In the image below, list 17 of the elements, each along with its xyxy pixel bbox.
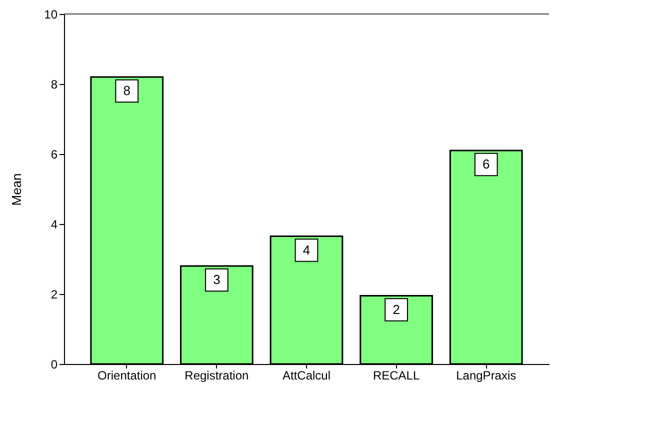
data-label: 8 [123, 83, 130, 98]
x-tick-label: LangPraxis [456, 368, 516, 382]
x-tick-label: Orientation [98, 368, 156, 382]
y-tick-label: 8 [50, 78, 58, 92]
data-label: 3 [213, 272, 220, 287]
y-tick-label: 6 [50, 148, 58, 162]
x-tick-label: AttCalcul [282, 368, 331, 382]
x-tick-label: Registration [184, 368, 249, 382]
data-label: 2 [392, 302, 400, 317]
y-tick-label: 10 [44, 8, 58, 22]
y-tick-label: 4 [50, 218, 58, 232]
y-tick-label: 0 [50, 358, 58, 372]
y-tick-label: 2 [50, 288, 58, 302]
y-axis-title: Mean [9, 173, 24, 206]
data-label: 4 [302, 242, 310, 258]
data-label: 6 [482, 156, 490, 172]
x-tick-label: RECALL [372, 368, 420, 382]
